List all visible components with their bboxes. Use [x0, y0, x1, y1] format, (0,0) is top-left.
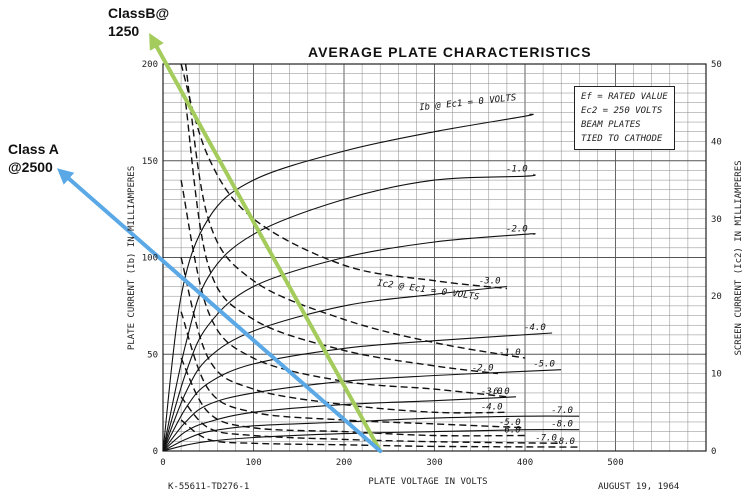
classa-annotation-line1: Class A [8, 141, 59, 157]
classb-annotation-line2: 1250 [108, 23, 140, 39]
plate-current-curve [162, 415, 580, 452]
screen-current-curve [180, 311, 526, 429]
screen-current-curve-label: -2.0 [472, 364, 494, 374]
plate-current-curve-label: -7.0 [551, 406, 573, 416]
plate-current-curve [162, 173, 536, 452]
x-tick-label: 100 [245, 458, 261, 468]
y2-tick-label: 0 [711, 447, 716, 457]
plate-current-curve-label: -8.0 [551, 420, 573, 430]
plate-current-curve-label: -6.0 [488, 387, 510, 397]
classb-annotation: ClassB@ 1250 [108, 4, 169, 40]
plate-current-curve-label: -2.0 [506, 224, 528, 234]
x-tick-label: 500 [607, 458, 623, 468]
classb-annotation-line1: ClassB@ [108, 5, 170, 21]
y2-tick-label: 20 [711, 292, 722, 302]
axis-ticks: 0 100 200 300 400 500 0 50 100 150 200 0 10 20 30 40 50 [142, 60, 722, 468]
x-axis-label: PLATE VOLTAGE IN VOLTS [368, 477, 487, 487]
chart-title: AVERAGE PLATE CHARACTERISTICS [308, 44, 592, 60]
classa-annotation: Class A @2500 [8, 140, 59, 176]
plate-current-curve [162, 113, 534, 452]
y2-tick-label: 30 [711, 215, 722, 225]
classa-load-line [56, 168, 383, 453]
screen-current-curve [184, 102, 498, 375]
x-tick-label: 200 [336, 458, 352, 468]
legend-line: Ec2 = 250 VOLTS [581, 106, 663, 116]
screen-current-curve-label: -5.0 [499, 418, 521, 428]
y-tick-label: 100 [142, 254, 158, 264]
screen-current-curve [180, 63, 507, 290]
y-axis-label: PLATE CURRENT (Ib) IN MILLIAMPERES [127, 166, 137, 350]
legend-line: BEAM PLATES [581, 120, 641, 130]
load-lines [56, 32, 383, 453]
y-tick-label: 0 [153, 447, 158, 457]
plate-current-curve [162, 429, 580, 452]
y2-tick-label: 50 [711, 60, 722, 70]
x-tick-label: 400 [517, 458, 533, 468]
screen-current-curve-label: -6.0 [499, 426, 521, 436]
screen-current-curve-label: -1.0 [499, 348, 521, 358]
footer-drawing-number: K-55611-TD276-1 [168, 482, 250, 492]
plate-current-curve [162, 233, 536, 452]
y2-axis-label: SCREEN CURRENT (Ic2) IN MILLIAMPERES [734, 160, 744, 355]
plate-current-curve-label: Ib @ Ec1 = 0 VOLTS [419, 93, 518, 113]
screen-current-curve [180, 257, 507, 414]
y-tick-label: 150 [142, 157, 158, 167]
y2-tick-label: 40 [711, 137, 722, 147]
y-tick-label: 200 [142, 60, 158, 70]
legend-line: Ef = RATED VALUE [581, 92, 668, 102]
plate-current-curve [162, 369, 562, 452]
y-tick-label: 50 [147, 350, 158, 360]
plate-current-curve [162, 285, 507, 452]
y2-tick-label: 10 [711, 370, 722, 380]
plot-frame [162, 63, 707, 452]
screen-current-curve-label: -8.0 [553, 437, 575, 447]
legend-line: TIED TO CATHODE [581, 134, 663, 144]
plate-current-curve [162, 396, 517, 452]
screen-current-curve [184, 63, 526, 359]
plate-current-curve-label: -4.0 [524, 323, 546, 333]
x-tick-label: 0 [160, 458, 165, 468]
series-labels: Ib @ Ec1 = 0 VOLTS-1.0-2.0-3.0-4.0-5.0-6… [376, 93, 575, 447]
conditions-legend-box: Ef = RATED VALUE Ec2 = 250 VOLTS BEAM PL… [574, 86, 675, 150]
screen-current-curve [180, 396, 562, 444]
screen-current-curve [180, 357, 526, 437]
x-tick-label: 300 [426, 458, 442, 468]
screen-current-curve-label: -4.0 [481, 402, 503, 412]
screen-current-curve-label: -7.0 [535, 433, 557, 443]
classb-load-line [149, 32, 383, 453]
classa-annotation-line2: @2500 [8, 159, 53, 175]
footer-date: AUGUST 19, 1964 [598, 482, 680, 492]
plate-current-curve-label: -5.0 [533, 360, 555, 370]
chart-grid [162, 63, 707, 452]
screen-current-curve-label: -3.0 [481, 387, 503, 397]
plate-current-curve-label: -1.0 [506, 164, 528, 174]
plate-current-curve-label: -3.0 [479, 277, 501, 287]
screen-current-curve [180, 419, 580, 448]
